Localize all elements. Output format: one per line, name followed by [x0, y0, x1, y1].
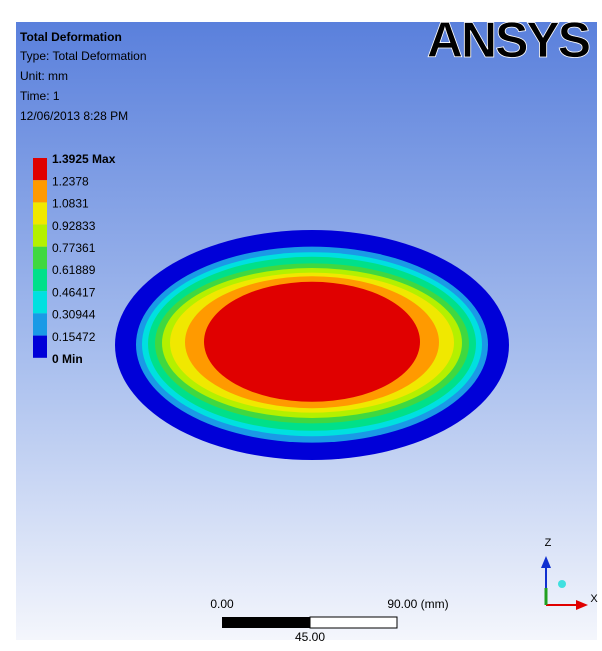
result-time: Time: 1 [20, 89, 60, 103]
viewport-screenshot: Total Deformation Type: Total Deformatio… [0, 0, 602, 651]
legend-swatch [33, 202, 47, 224]
legend-swatch [33, 336, 47, 358]
scale-start: 0.00 [210, 597, 234, 611]
x-label: X [590, 593, 598, 605]
legend-label: 1.0831 [52, 197, 89, 211]
legend-label: 0.15472 [52, 330, 96, 344]
legend-label: 0.61889 [52, 263, 96, 277]
legend-swatch [33, 158, 47, 180]
ansys-logo: ANSYS [427, 12, 590, 68]
contour-band [204, 282, 420, 402]
legend-label: 0.30944 [52, 308, 96, 322]
legend-swatch [33, 225, 47, 247]
legend-swatch [33, 313, 47, 335]
result-date: 12/06/2013 8:28 PM [20, 109, 128, 123]
legend-swatch [33, 269, 47, 291]
result-type: Type: Total Deformation [20, 49, 147, 63]
legend-label: 0.77361 [52, 241, 96, 255]
scale-middle: 45.00 [295, 630, 325, 644]
legend-label: 1.3925 Max [52, 152, 116, 166]
scale-bar-light [310, 617, 397, 628]
result-unit: Unit: mm [20, 69, 68, 83]
legend-label: 0.46417 [52, 285, 96, 299]
legend-swatch [33, 291, 47, 313]
result-title: Total Deformation [20, 30, 122, 44]
legend-swatch [33, 247, 47, 269]
triad-sphere [558, 580, 566, 588]
z-label: Z [545, 537, 552, 549]
legend-swatch [33, 180, 47, 202]
contour-model [115, 230, 509, 460]
legend-label: 0 Min [52, 352, 83, 366]
legend-label: 1.2378 [52, 174, 89, 188]
legend-label: 0.92833 [52, 219, 96, 233]
scale-bar-dark [222, 617, 310, 628]
page: {"header": {"title": "Total Deformation"… [0, 0, 602, 651]
scale-end: 90.00 (mm) [387, 597, 448, 611]
